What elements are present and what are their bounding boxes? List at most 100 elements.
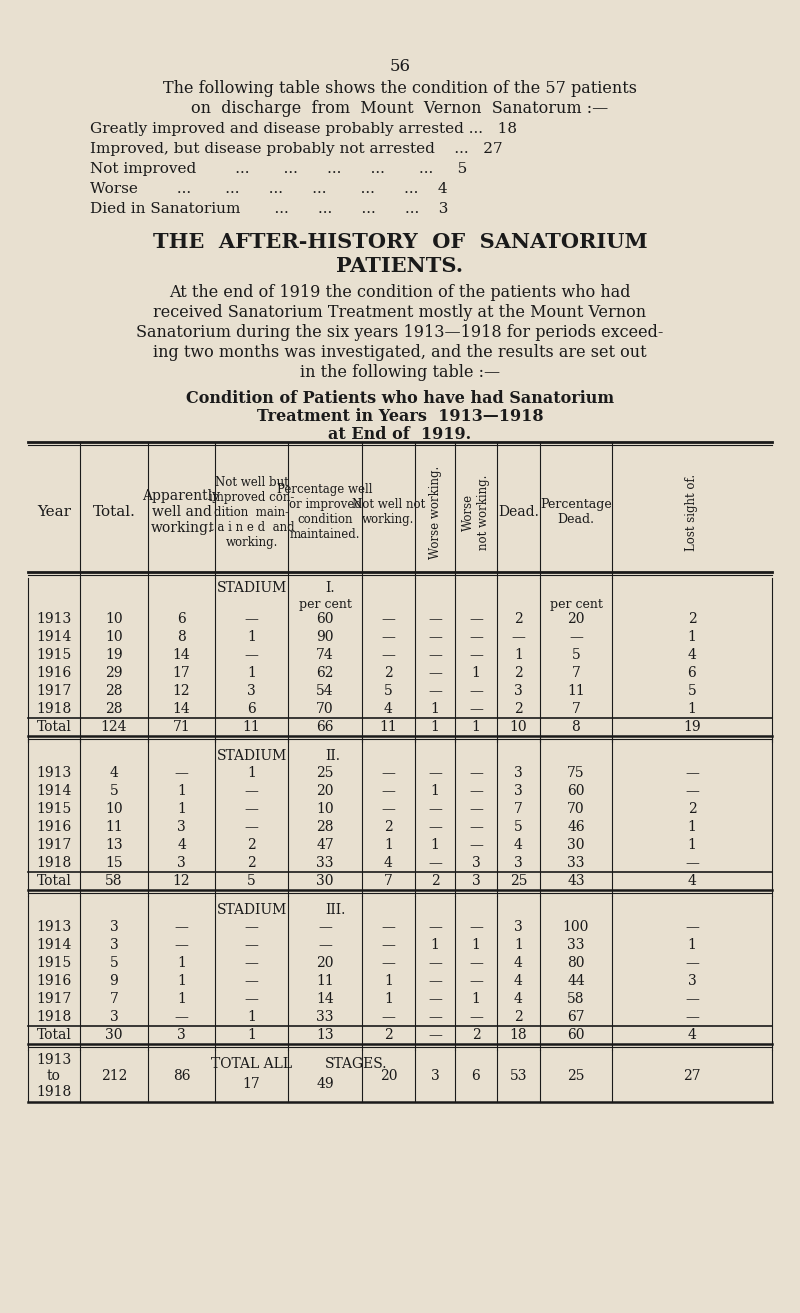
Text: 58: 58: [567, 993, 585, 1006]
Text: 56: 56: [390, 58, 410, 75]
Text: —: —: [174, 920, 189, 934]
Text: STADIUM: STADIUM: [216, 580, 286, 595]
Text: —: —: [382, 937, 395, 952]
Text: 19: 19: [683, 720, 701, 734]
Text: —: —: [469, 838, 483, 852]
Text: 60: 60: [567, 784, 585, 798]
Text: —: —: [469, 684, 483, 699]
Text: 28: 28: [316, 821, 334, 834]
Text: 33: 33: [567, 856, 585, 871]
Text: 2: 2: [514, 1010, 523, 1024]
Text: Year: Year: [37, 506, 71, 519]
Text: 3: 3: [514, 684, 523, 699]
Text: 9: 9: [110, 974, 118, 987]
Text: 2: 2: [514, 666, 523, 680]
Text: 60: 60: [316, 612, 334, 626]
Text: 1913: 1913: [36, 765, 72, 780]
Text: 33: 33: [316, 1010, 334, 1024]
Text: 20: 20: [380, 1069, 398, 1083]
Text: —: —: [428, 666, 442, 680]
Text: 28: 28: [106, 702, 122, 716]
Text: Lost sight of.: Lost sight of.: [686, 474, 698, 550]
Text: 1: 1: [384, 993, 393, 1006]
Text: Total: Total: [37, 874, 71, 888]
Text: Percentage
Dead.: Percentage Dead.: [540, 498, 612, 527]
Text: 1913: 1913: [36, 920, 72, 934]
Text: 124: 124: [101, 720, 127, 734]
Text: —: —: [245, 993, 258, 1006]
Text: 4: 4: [514, 974, 523, 987]
Text: Worse
not working.: Worse not working.: [462, 474, 490, 550]
Text: 5: 5: [688, 684, 696, 699]
Text: —: —: [469, 784, 483, 798]
Text: PATIENTS.: PATIENTS.: [337, 256, 463, 276]
Text: 1: 1: [247, 1010, 256, 1024]
Text: 12: 12: [173, 684, 190, 699]
Text: 3: 3: [177, 821, 186, 834]
Text: 1914: 1914: [36, 784, 72, 798]
Text: ing two months was investigated, and the results are set out: ing two months was investigated, and the…: [153, 344, 647, 361]
Text: 15: 15: [105, 856, 123, 871]
Text: 1: 1: [247, 1028, 256, 1043]
Text: —: —: [428, 630, 442, 643]
Text: 2: 2: [247, 856, 256, 871]
Text: 5: 5: [572, 649, 580, 662]
Text: 11: 11: [380, 720, 398, 734]
Text: 62: 62: [316, 666, 334, 680]
Text: 1913: 1913: [36, 612, 72, 626]
Text: 14: 14: [316, 993, 334, 1006]
Text: 1: 1: [687, 838, 697, 852]
Text: 1: 1: [177, 802, 186, 815]
Text: 8: 8: [177, 630, 186, 643]
Text: —: —: [245, 920, 258, 934]
Text: 70: 70: [316, 702, 334, 716]
Text: —: —: [382, 1010, 395, 1024]
Text: 1918: 1918: [36, 1010, 72, 1024]
Text: 13: 13: [105, 838, 123, 852]
Text: 1: 1: [384, 838, 393, 852]
Text: 43: 43: [567, 874, 585, 888]
Text: —: —: [318, 920, 332, 934]
Text: 25: 25: [510, 874, 527, 888]
Text: 1: 1: [514, 649, 523, 662]
Text: 6: 6: [177, 612, 186, 626]
Text: —: —: [469, 802, 483, 815]
Text: 1: 1: [247, 630, 256, 643]
Text: Worse        ...       ...      ...      ...       ...      ...    4: Worse ... ... ... ... ... ... 4: [90, 183, 448, 196]
Text: 3: 3: [430, 1069, 439, 1083]
Text: —: —: [382, 802, 395, 815]
Text: 10: 10: [316, 802, 334, 815]
Text: 1914: 1914: [36, 937, 72, 952]
Text: 54: 54: [316, 684, 334, 699]
Text: —: —: [245, 802, 258, 815]
Text: 11: 11: [105, 821, 123, 834]
Text: 66: 66: [316, 720, 334, 734]
Text: 1917: 1917: [36, 993, 72, 1006]
Text: —: —: [685, 956, 699, 970]
Text: 2: 2: [384, 666, 393, 680]
Text: —: —: [469, 956, 483, 970]
Text: 1915: 1915: [36, 802, 72, 815]
Text: 30: 30: [316, 874, 334, 888]
Text: 20: 20: [316, 956, 334, 970]
Text: 1: 1: [177, 956, 186, 970]
Text: 2: 2: [688, 802, 696, 815]
Text: 1915: 1915: [36, 649, 72, 662]
Text: 2: 2: [514, 612, 523, 626]
Text: 1: 1: [471, 666, 481, 680]
Text: Percentage well
or improved
condition
maintained.: Percentage well or improved condition ma…: [278, 483, 373, 541]
Text: Sanatorium during the six years 1913—1918 for periods exceed-: Sanatorium during the six years 1913—191…: [136, 324, 664, 341]
Text: At the end of 1919 the condition of the patients who had: At the end of 1919 the condition of the …: [170, 284, 630, 301]
Text: —: —: [469, 1010, 483, 1024]
Text: 1: 1: [430, 937, 439, 952]
Text: 2: 2: [430, 874, 439, 888]
Text: 4: 4: [687, 874, 697, 888]
Text: 6: 6: [472, 1069, 480, 1083]
Text: 1914: 1914: [36, 630, 72, 643]
Text: at End of  1919.: at End of 1919.: [329, 425, 471, 442]
Text: 11: 11: [567, 684, 585, 699]
Text: 3: 3: [514, 920, 523, 934]
Text: 53: 53: [510, 1069, 527, 1083]
Text: —: —: [428, 649, 442, 662]
Text: 1: 1: [687, 937, 697, 952]
